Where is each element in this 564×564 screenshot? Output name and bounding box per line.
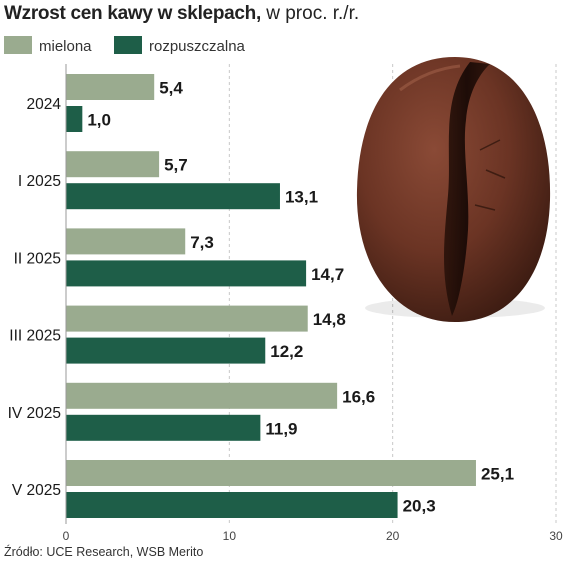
x-tick-label: 0	[63, 529, 70, 543]
legend-label-rozpuszczalna: rozpuszczalna	[149, 38, 246, 55]
bar-mielona	[66, 305, 308, 332]
chart-title-main: Wzrost cen kawy w sklepach,	[4, 3, 261, 24]
bar-rozpuszczalna	[66, 260, 307, 287]
data-label: 11,9	[265, 419, 297, 438]
legend-swatch-mielona	[4, 36, 32, 54]
bar-rozpuszczalna	[66, 106, 83, 132]
x-tick-label: 30	[549, 529, 563, 543]
bar-mielona	[66, 460, 476, 486]
data-label: 5,4	[159, 79, 183, 98]
bar-rozpuszczalna	[66, 492, 398, 518]
chart-title-unit: w proc. r./r.	[266, 3, 360, 24]
x-tick-label: 10	[223, 529, 237, 543]
category-label: IV 2025	[8, 405, 61, 422]
category-label: V 2025	[12, 482, 61, 499]
chart-source: Źródło: UCE Research, WSB Merito	[4, 545, 204, 559]
bar-mielona	[66, 151, 160, 178]
data-label: 25,1	[481, 465, 514, 484]
bar-rozpuszczalna	[66, 337, 266, 364]
category-label: II 2025	[14, 250, 61, 267]
bar-mielona	[66, 382, 338, 409]
legend-swatch-rozpuszczalna	[114, 36, 142, 54]
category-label: I 2025	[18, 173, 61, 190]
bar-rozpuszczalna	[66, 414, 261, 441]
data-label: 5,7	[164, 156, 188, 175]
data-label: 14,8	[313, 310, 346, 329]
data-label: 20,3	[403, 497, 436, 516]
bar-rozpuszczalna	[66, 183, 280, 210]
data-label: 13,1	[285, 188, 318, 207]
bar-mielona	[66, 228, 186, 255]
coffee-bean-illustration	[356, 57, 551, 322]
data-label: 7,3	[190, 233, 214, 252]
data-label: 14,7	[311, 265, 344, 284]
data-label: 1,0	[87, 111, 111, 130]
bar-mielona	[66, 74, 155, 100]
category-label: III 2025	[9, 328, 61, 345]
chart-title: Wzrost cen kawy w sklepach, w proc. r./r…	[4, 3, 359, 25]
data-label: 12,2	[270, 342, 303, 361]
data-label: 16,6	[342, 387, 375, 406]
category-label: 2024	[27, 96, 62, 113]
legend-label-mielona: mielona	[39, 38, 92, 55]
x-tick-label: 20	[386, 529, 400, 543]
